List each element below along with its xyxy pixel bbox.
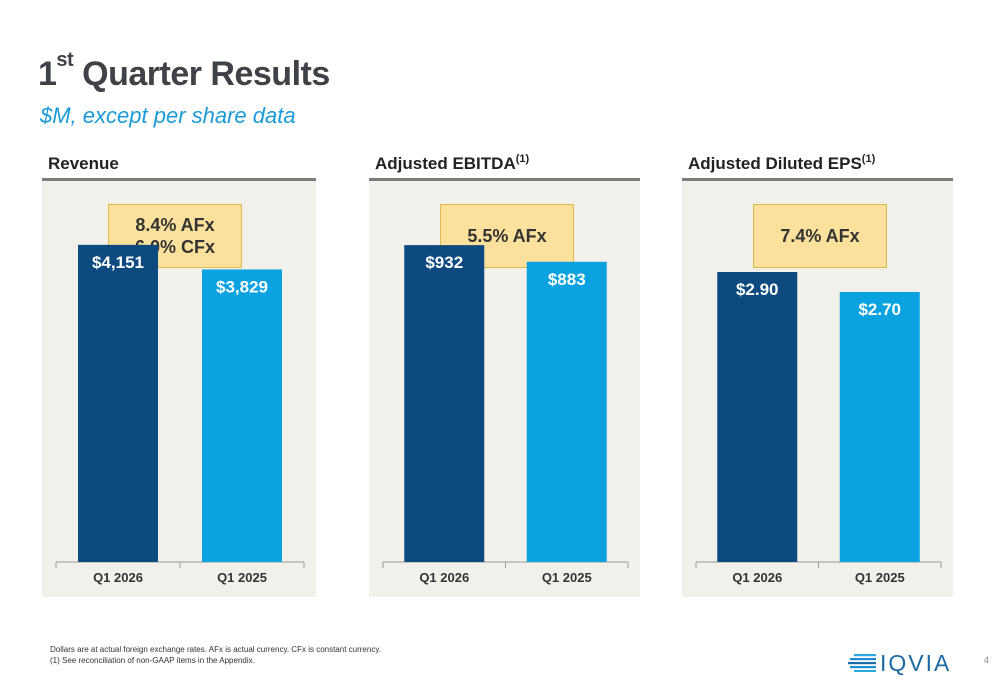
x-tick-label: Q1 2026 bbox=[419, 570, 469, 585]
x-tick-label: Q1 2025 bbox=[855, 570, 905, 585]
callout-eps-growth: 7.4% AFx bbox=[753, 204, 887, 268]
data-label: $2.70 bbox=[858, 300, 901, 319]
bar-q1-2026 bbox=[404, 245, 485, 562]
logo-text: IQVIA bbox=[880, 650, 952, 676]
footnote-nongaap: (1) See reconciliation of non-GAAP items… bbox=[50, 656, 255, 665]
panel-heading-eps: Adjusted Diluted EPS(1) bbox=[682, 150, 953, 181]
iqvia-logo: IQVIA bbox=[848, 651, 951, 675]
x-tick-label: Q1 2026 bbox=[732, 570, 782, 585]
x-tick-label: Q1 2025 bbox=[542, 570, 592, 585]
page-title: 1st Quarter Results bbox=[38, 49, 330, 93]
callout-line: 5.5% AFx bbox=[467, 226, 547, 246]
data-label: $2.90 bbox=[736, 280, 779, 299]
data-label: $883 bbox=[548, 270, 586, 289]
page-subtitle: $M, except per share data bbox=[40, 103, 296, 128]
chart-revenue: $4,151 Q1 2026 $3,829 Q1 2025 bbox=[55, 244, 305, 585]
chart-eps: $2.90 Q1 2026 $2.70 Q1 2025 bbox=[695, 272, 942, 585]
callout-line: 8.4% AFx bbox=[135, 215, 215, 235]
callout-ebitda-growth: 5.5% AFx bbox=[440, 204, 574, 268]
panel-heading-ebitda: Adjusted EBITDA(1) bbox=[369, 150, 640, 181]
callout-line: 7.4% AFx bbox=[780, 226, 860, 246]
x-tick-label: Q1 2025 bbox=[217, 570, 267, 585]
footnote-currency: Dollars are at actual foreign exchange r… bbox=[50, 645, 381, 654]
page-number: 4 bbox=[984, 655, 990, 665]
bar-q1-2025 bbox=[526, 261, 607, 562]
footnotes: Dollars are at actual foreign exchange r… bbox=[50, 644, 381, 666]
bar-q1-2026 bbox=[78, 244, 158, 562]
panel-heading-revenue: Revenue bbox=[42, 150, 316, 181]
iqvia-stripes-logo-icon bbox=[848, 654, 876, 672]
data-label: $932 bbox=[425, 253, 463, 272]
x-tick-label: Q1 2026 bbox=[93, 570, 143, 585]
bar-q1-2025 bbox=[839, 292, 920, 562]
bar-q1-2025 bbox=[202, 269, 282, 562]
data-label: $3,829 bbox=[216, 277, 268, 296]
chart-ebitda: $932 Q1 2026 $883 Q1 2025 bbox=[382, 245, 629, 585]
data-label: $4,151 bbox=[92, 253, 144, 272]
bar-q1-2026 bbox=[717, 272, 798, 562]
